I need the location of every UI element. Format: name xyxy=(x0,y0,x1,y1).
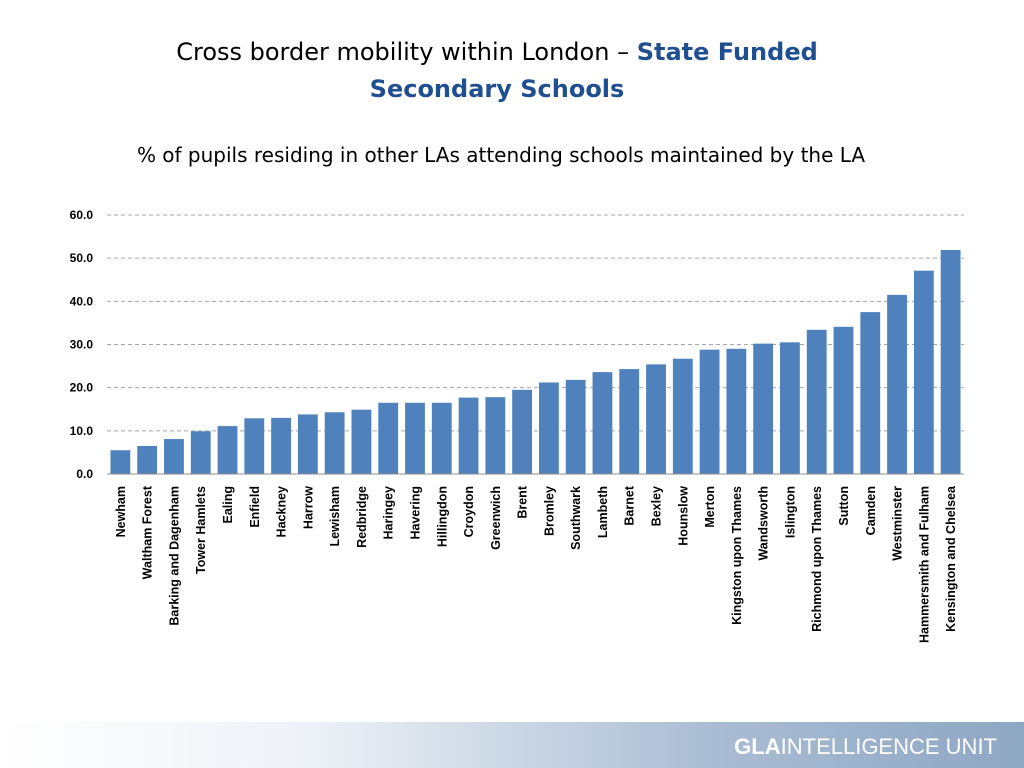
y-tick-label: 20.0 xyxy=(70,381,94,395)
bar-greenwich xyxy=(485,397,506,474)
bar-redbridge xyxy=(351,409,372,474)
title-accent-line1: State Funded xyxy=(636,38,818,66)
x-tick-label: Croydon xyxy=(462,486,476,537)
x-tick-label: Westminster xyxy=(891,486,905,561)
y-tick-label: 40.0 xyxy=(70,294,94,308)
y-tick-label: 10.0 xyxy=(70,424,94,438)
bar-lambeth xyxy=(592,372,613,474)
x-tick-label: Brent xyxy=(516,485,530,518)
bar-newham xyxy=(110,450,131,474)
bar-barking-and-dagenham xyxy=(164,439,184,474)
title-accent-line2: Secondary Schools xyxy=(369,75,625,103)
bar-hounslow xyxy=(672,358,693,474)
bar-hackney xyxy=(271,417,291,474)
y-tick-label: 30.0 xyxy=(70,338,94,352)
bar-kensington-and-chelsea xyxy=(940,249,961,474)
x-tick-label: Haringey xyxy=(382,486,396,540)
bar-islington xyxy=(780,342,800,474)
bar-sutton xyxy=(833,326,854,474)
bar-chart: 60.0 50.0 40.0 30.0 20.0 10.0 0.0 Newham Waltham… xyxy=(70,208,964,643)
x-tick-label: Kingston upon Thames xyxy=(730,486,744,625)
x-tick-label: Greenwich xyxy=(489,486,503,550)
x-tick-label: Islington xyxy=(783,486,797,538)
x-tick-label: Hillingdon xyxy=(435,486,449,547)
title-plain: Cross border mobility within London – xyxy=(176,38,637,66)
x-tick-label: Hammersmith and Fulham xyxy=(917,486,931,643)
x-tick-label: Lewisham xyxy=(328,486,342,546)
x-tick-label: Redbridge xyxy=(355,486,369,548)
bar-camden xyxy=(860,312,881,474)
bar-richmond-upon-thames xyxy=(806,329,827,474)
x-tick-label: Bexley xyxy=(650,486,664,526)
bar-southwark xyxy=(565,379,586,474)
bar-tower-hamlets xyxy=(190,431,211,474)
y-tick-label: 0.0 xyxy=(76,467,93,481)
x-tick-label: Harrow xyxy=(301,486,315,529)
x-tick-label: Camden xyxy=(864,486,878,535)
y-tick-label: 60.0 xyxy=(70,208,94,222)
bar-havering xyxy=(405,402,425,474)
bar-westminster xyxy=(887,294,907,474)
gla-intelligence-unit-logo: GLAINTELLIGENCE UNIT xyxy=(734,734,997,759)
x-tick-label: Lambeth xyxy=(596,486,610,538)
bar-barnet xyxy=(619,369,640,474)
chart-title: Cross border mobility within London – St… xyxy=(0,34,994,108)
bar-kingston-upon-thames xyxy=(726,348,747,474)
footer-bar: GLAINTELLIGENCE UNIT xyxy=(0,722,1024,768)
bar-lewisham xyxy=(324,412,345,474)
bar-merton xyxy=(699,349,720,474)
bar-brent xyxy=(512,389,533,474)
x-tick-label: Tower Hamlets xyxy=(194,486,208,574)
x-tick-label: Hackney xyxy=(275,486,289,537)
x-tick-label: Southwark xyxy=(569,486,583,550)
x-tick-label: Sutton xyxy=(837,486,851,526)
bar-hammersmith-and-fulham xyxy=(913,270,934,474)
bar-bexley xyxy=(646,364,666,474)
x-tick-label: Merton xyxy=(703,486,717,528)
x-tick-label: Wandsworth xyxy=(757,486,771,561)
bar-ealing xyxy=(217,426,238,474)
x-tick-label: Barnet xyxy=(623,485,637,525)
x-tick-label: Ealing xyxy=(221,486,235,524)
bar-harrow xyxy=(297,414,318,474)
chart-subtitle: % of pupils residing in other LAs attend… xyxy=(136,143,866,167)
x-tick-label: Newham xyxy=(114,486,128,537)
bar-bromley xyxy=(538,382,559,474)
x-tick-label: Hounslow xyxy=(676,486,690,546)
bar-enfield xyxy=(244,418,265,474)
bar-wandsworth xyxy=(753,343,774,474)
bar-haringey xyxy=(378,402,399,474)
x-tick-label: Kensington and Chelsea xyxy=(944,485,958,632)
y-tick-label: 50.0 xyxy=(70,251,94,265)
bar-croydon xyxy=(458,397,479,474)
x-tick-label: Havering xyxy=(408,486,422,540)
x-tick-label: Richmond upon Thames xyxy=(810,486,824,632)
x-tick-label: Barking and Dagenham xyxy=(167,486,181,626)
bar-waltham-forest xyxy=(137,445,158,474)
x-tick-label: Enfield xyxy=(248,486,262,528)
bar-hillingdon xyxy=(431,402,452,474)
x-tick-label: Waltham Forest xyxy=(141,485,155,579)
x-tick-label: Bromley xyxy=(542,486,556,536)
